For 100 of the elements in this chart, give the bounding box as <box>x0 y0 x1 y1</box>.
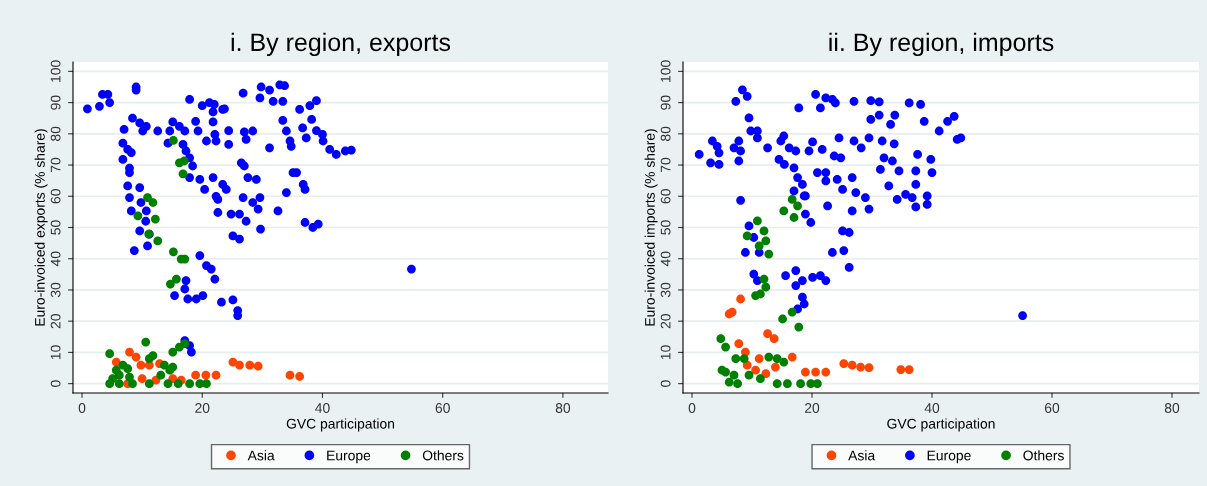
x-tick-label: 80 <box>1164 403 1180 413</box>
point <box>772 379 782 389</box>
point <box>754 241 764 251</box>
x-axis-title: GVC participation <box>286 418 395 432</box>
point <box>756 289 765 299</box>
point <box>141 337 151 347</box>
point <box>295 372 305 381</box>
chart-title: ii. By region, imports <box>829 32 1054 57</box>
point <box>729 370 739 380</box>
point <box>751 365 760 375</box>
legend-label: Asia <box>848 450 876 461</box>
point <box>759 274 769 284</box>
y-tick-label: 100 <box>50 60 61 82</box>
y-tick-label: 10 <box>50 345 61 360</box>
point <box>821 367 831 377</box>
y-axis-title: Euro-invoiced exports (% share) <box>34 129 48 326</box>
point <box>169 135 178 145</box>
point <box>811 367 820 377</box>
point <box>185 379 195 389</box>
point <box>191 370 201 380</box>
point <box>148 198 158 207</box>
x-tick-label: 0 <box>688 403 696 413</box>
point <box>108 374 118 384</box>
point <box>763 329 772 339</box>
point <box>787 352 797 362</box>
point <box>764 249 774 259</box>
x-axis-title: GVC participation <box>887 418 995 432</box>
point <box>105 349 115 359</box>
point <box>753 216 762 226</box>
point <box>896 365 906 374</box>
y-axis-title: Euro-invoiced imports (% share) <box>644 129 658 326</box>
point <box>179 156 189 166</box>
x-tick-label: 40 <box>315 403 330 413</box>
y-tick-label: 10 <box>660 345 671 360</box>
point <box>716 334 726 344</box>
point <box>136 360 146 370</box>
y-tick-label: 40 <box>50 251 61 267</box>
point <box>717 365 727 375</box>
point <box>778 314 787 324</box>
point <box>128 379 137 389</box>
y-tick-label: 30 <box>50 282 61 298</box>
point <box>201 370 211 380</box>
y-tick-label: 70 <box>50 157 61 173</box>
point <box>144 379 154 389</box>
point <box>801 367 810 377</box>
point <box>744 370 754 380</box>
y-tick-label: 0 <box>50 380 61 387</box>
point <box>759 226 769 236</box>
chart-title: i. By region, exports <box>231 32 451 57</box>
point <box>761 236 771 246</box>
x-tick-label: 20 <box>195 403 210 413</box>
point <box>202 379 211 389</box>
y-tick-label: 20 <box>50 314 61 329</box>
point <box>793 201 802 211</box>
y-tick-label: 90 <box>50 95 61 110</box>
y-tick-label: 80 <box>50 126 61 141</box>
x-tick-label: 60 <box>435 403 450 413</box>
point <box>796 379 805 389</box>
point <box>144 354 154 364</box>
y-tick-label: 50 <box>50 220 61 235</box>
point <box>904 365 914 374</box>
point <box>721 342 730 352</box>
point <box>789 213 799 222</box>
point <box>769 334 779 344</box>
point <box>856 362 865 372</box>
x-tick-label: 0 <box>78 403 86 413</box>
point <box>864 363 874 373</box>
point <box>150 214 160 224</box>
legend-label: Others <box>1023 450 1064 461</box>
point <box>168 347 178 357</box>
point <box>172 274 181 284</box>
legend-label: Others <box>422 450 464 461</box>
point <box>159 360 169 370</box>
point <box>163 379 173 389</box>
point <box>131 352 141 362</box>
point <box>137 374 147 384</box>
point <box>133 211 143 221</box>
point <box>285 370 295 380</box>
point <box>754 354 764 364</box>
point <box>779 357 789 367</box>
point <box>734 339 744 349</box>
point <box>739 354 749 364</box>
y-tick-label: 70 <box>660 157 671 173</box>
x-tick-label: 40 <box>924 403 940 413</box>
point <box>783 379 792 389</box>
point <box>733 379 742 389</box>
point <box>787 307 797 317</box>
point <box>114 370 124 380</box>
point <box>235 360 244 370</box>
y-tick-label: 20 <box>660 314 671 329</box>
y-tick-label: 40 <box>660 251 671 267</box>
y-tick-label: 30 <box>660 282 671 298</box>
y-tick-label: 0 <box>660 380 671 387</box>
point <box>165 279 175 289</box>
point <box>245 360 255 370</box>
point <box>771 362 780 372</box>
point <box>761 369 771 379</box>
point <box>123 364 133 374</box>
legend-label: Europe <box>327 450 371 464</box>
point <box>253 361 263 371</box>
